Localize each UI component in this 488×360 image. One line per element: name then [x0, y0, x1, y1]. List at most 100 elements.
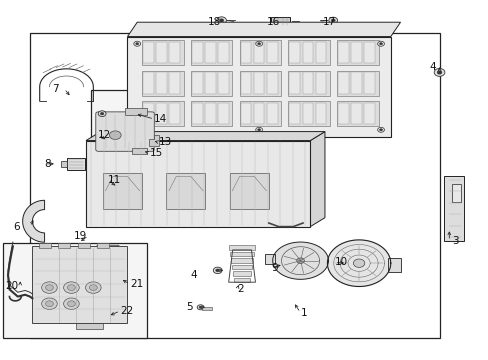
Bar — [253, 103, 264, 125]
Bar — [143, 42, 154, 63]
Polygon shape — [76, 318, 103, 329]
Text: 4: 4 — [429, 62, 435, 72]
Bar — [387, 258, 400, 272]
Circle shape — [67, 285, 75, 291]
Bar — [336, 101, 378, 126]
Text: 16: 16 — [266, 17, 279, 27]
Text: 2: 2 — [237, 284, 244, 294]
Bar — [204, 103, 215, 125]
Circle shape — [89, 285, 97, 291]
Bar — [230, 258, 253, 263]
Bar — [302, 72, 313, 94]
Text: 19: 19 — [74, 231, 87, 240]
Bar — [253, 72, 264, 94]
Bar — [61, 161, 66, 167]
Text: 12: 12 — [98, 130, 111, 140]
Bar — [169, 103, 180, 125]
Circle shape — [377, 41, 384, 46]
Polygon shape — [127, 22, 400, 37]
Circle shape — [377, 127, 384, 132]
Circle shape — [41, 298, 57, 310]
Text: 21: 21 — [130, 279, 143, 289]
Bar — [288, 101, 329, 126]
Text: 22: 22 — [120, 306, 133, 316]
Bar — [191, 103, 202, 125]
Bar — [39, 243, 51, 248]
Bar — [32, 246, 127, 323]
Circle shape — [199, 306, 202, 309]
Text: 4: 4 — [190, 270, 197, 280]
Bar — [337, 103, 348, 125]
Polygon shape — [272, 242, 328, 279]
Bar — [190, 101, 232, 126]
Bar — [239, 71, 281, 96]
Circle shape — [197, 305, 203, 310]
Polygon shape — [327, 240, 390, 287]
Polygon shape — [86, 132, 325, 140]
Bar — [266, 42, 277, 63]
Circle shape — [216, 17, 226, 24]
Bar — [337, 42, 348, 63]
Circle shape — [67, 301, 75, 307]
Bar — [86, 140, 310, 226]
Circle shape — [63, 282, 79, 293]
Bar — [350, 42, 361, 63]
Bar — [156, 72, 166, 94]
Text: 11: 11 — [108, 175, 121, 185]
Bar — [289, 42, 300, 63]
Text: 9: 9 — [271, 263, 277, 273]
Bar — [229, 252, 254, 256]
Bar — [218, 103, 228, 125]
Bar — [364, 42, 374, 63]
Circle shape — [213, 267, 222, 274]
Bar — [191, 42, 202, 63]
Bar — [143, 72, 154, 94]
Circle shape — [109, 131, 121, 139]
Bar — [132, 148, 147, 154]
Circle shape — [63, 298, 79, 310]
Text: 8: 8 — [44, 159, 51, 169]
Circle shape — [379, 42, 382, 45]
Circle shape — [436, 71, 441, 74]
Polygon shape — [265, 253, 275, 264]
Circle shape — [134, 127, 141, 132]
Bar — [78, 243, 90, 248]
Bar — [103, 173, 142, 209]
Circle shape — [98, 111, 106, 117]
Text: 10: 10 — [334, 257, 347, 267]
Text: 18: 18 — [207, 17, 221, 27]
Bar — [239, 40, 281, 65]
Text: 20: 20 — [5, 281, 19, 291]
Bar — [142, 101, 183, 126]
Circle shape — [257, 129, 260, 131]
Bar — [156, 42, 166, 63]
Text: 7: 7 — [52, 84, 59, 94]
Bar — [266, 103, 277, 125]
Bar — [169, 42, 180, 63]
Bar — [253, 42, 264, 63]
Text: 3: 3 — [451, 236, 457, 246]
Bar — [289, 72, 300, 94]
FancyBboxPatch shape — [96, 112, 154, 151]
Bar — [218, 42, 228, 63]
Bar — [190, 40, 232, 65]
Circle shape — [135, 42, 139, 45]
Bar — [444, 176, 463, 241]
Text: 14: 14 — [154, 114, 167, 124]
Bar — [229, 173, 268, 209]
Bar — [125, 108, 147, 116]
Bar — [337, 72, 348, 94]
Bar — [288, 71, 329, 96]
Bar — [58, 243, 70, 248]
Circle shape — [433, 68, 444, 76]
Bar — [451, 184, 460, 202]
Polygon shape — [22, 200, 44, 242]
Bar — [143, 103, 154, 125]
Bar — [231, 265, 252, 269]
Bar — [315, 72, 326, 94]
Bar — [336, 71, 378, 96]
Bar — [239, 101, 281, 126]
Circle shape — [353, 259, 364, 267]
Circle shape — [45, 301, 53, 307]
Bar — [302, 42, 313, 63]
